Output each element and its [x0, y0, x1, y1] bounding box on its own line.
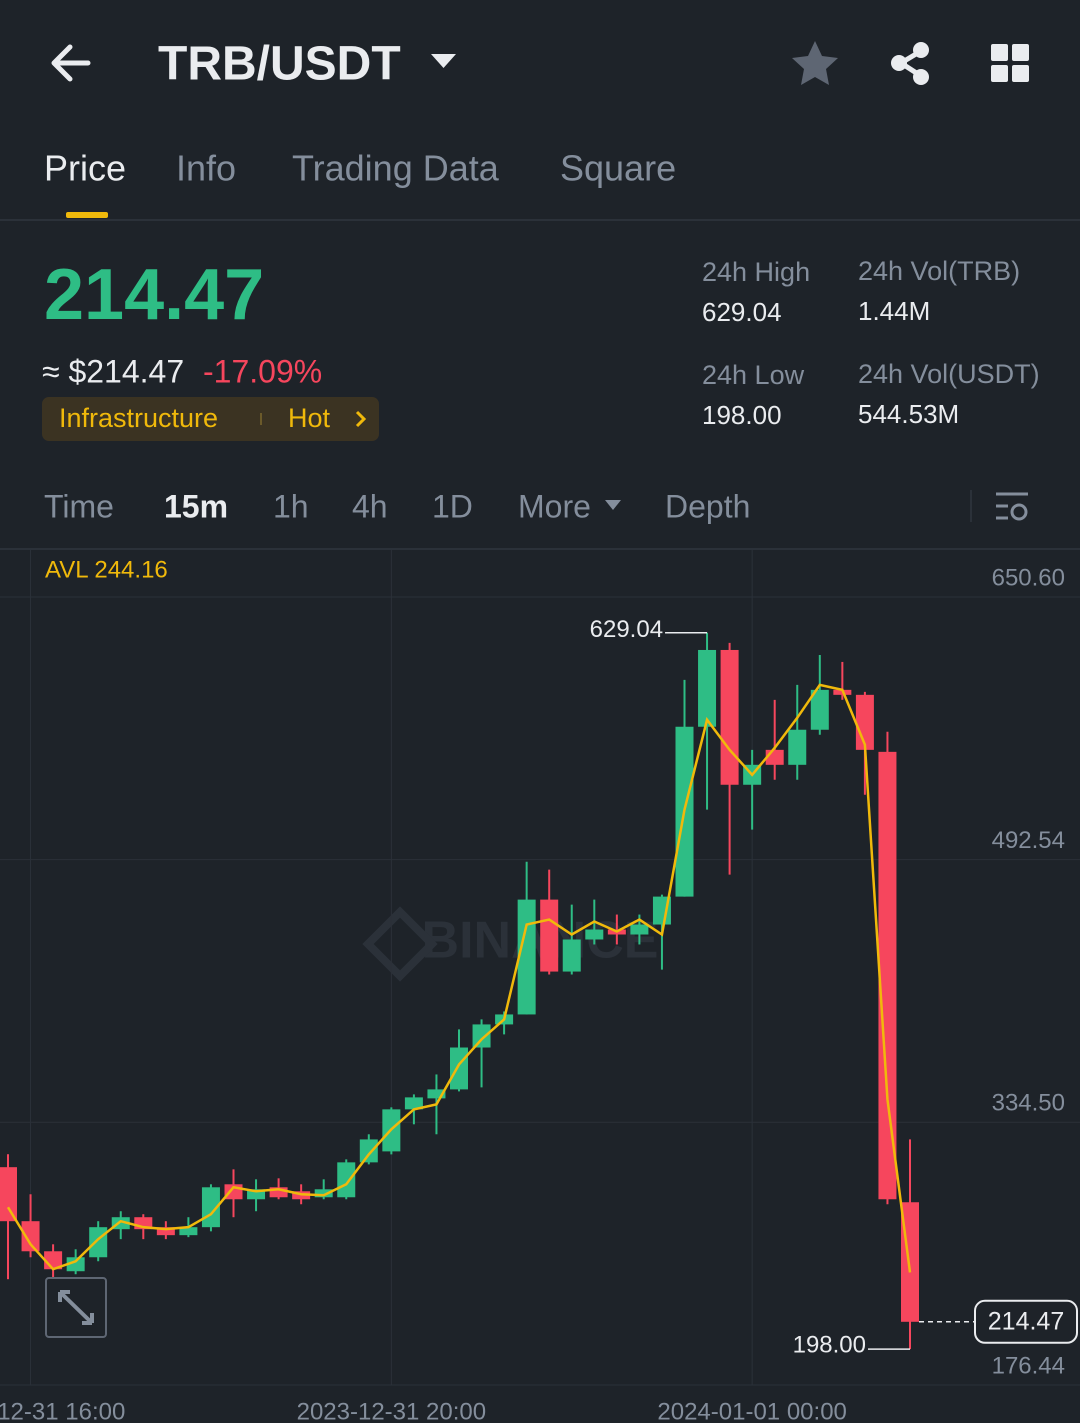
stat-value: 198.00 [702, 400, 782, 430]
tag-chevron [355, 410, 367, 428]
tab[interactable]: Price [44, 148, 126, 189]
stat-value: 544.53M [858, 399, 959, 429]
favorite-icon[interactable] [792, 41, 838, 85]
candle-body [404, 1097, 423, 1110]
interval[interactable]: More [518, 488, 591, 524]
stat-label: 24h Vol(TRB) [858, 256, 1020, 286]
avl-label: AVL 244.16 [45, 556, 168, 583]
tab-indicator [66, 212, 108, 218]
candle-body [314, 1189, 333, 1198]
x-tick-label: 2024-01-01 00:00 [657, 1398, 847, 1423]
x-tick-label: 2023-12-31 20:00 [297, 1398, 487, 1423]
candle-body [517, 899, 536, 1015]
candle-body [269, 1187, 288, 1198]
tag[interactable]: Hot [288, 403, 331, 433]
candle-body [765, 749, 784, 765]
y-tick-label: 176.44 [992, 1352, 1065, 1379]
candle-body [810, 689, 829, 730]
candle-body [788, 729, 807, 765]
interval[interactable]: 1h [273, 488, 309, 524]
tab[interactable]: Square [560, 148, 676, 189]
stat-label: 24h Vol(USDT) [858, 359, 1040, 389]
divider [970, 490, 972, 522]
candle-body [585, 929, 604, 940]
candle-body [111, 1217, 130, 1230]
y-tick-label: 334.50 [992, 1090, 1065, 1117]
y-tick-label: 492.54 [992, 827, 1065, 854]
menu-grid-icon[interactable] [991, 44, 1029, 82]
tab[interactable]: Info [176, 148, 236, 189]
candle-body [450, 1047, 468, 1090]
divider [0, 548, 1080, 550]
tag-separator [260, 413, 262, 425]
interval[interactable]: 1D [432, 488, 473, 524]
candle-body [359, 1139, 378, 1163]
tag[interactable]: Infrastructure [59, 403, 218, 433]
stat-value: 629.04 [702, 297, 782, 327]
stat-value: 1.44M [858, 296, 930, 326]
last-price-label: 214.47 [988, 1307, 1064, 1335]
low-marker-label: 198.00 [793, 1332, 866, 1359]
chart-settings-icon[interactable] [996, 492, 1028, 521]
high-marker-label: 629.04 [590, 616, 663, 643]
plot-area: 650.60 492.54 334.50 176.44 2023-12-31 16:00… [0, 550, 1080, 1423]
candle-body [66, 1257, 85, 1272]
x-tick-label: 2023-12-31 16:00 [0, 1398, 125, 1423]
candle-body [179, 1227, 198, 1236]
watermark-logo [362, 906, 438, 982]
interval[interactable]: Depth [665, 488, 750, 524]
candle-body [698, 649, 717, 727]
more-dropdown[interactable] [605, 500, 621, 510]
fiat-price: ≈ $214.47 [42, 353, 184, 389]
divider [0, 219, 1080, 221]
candle-body [720, 649, 739, 785]
price-change: -17.09% [203, 353, 322, 389]
pair-title[interactable]: TRB/USDT [158, 38, 401, 91]
expand-button[interactable] [45, 1277, 107, 1338]
candle-body [562, 939, 581, 972]
interval[interactable]: Time [44, 488, 114, 524]
last-price-box [974, 1299, 1078, 1344]
interval[interactable]: 4h [352, 488, 388, 524]
last-price: 214.47 [44, 255, 264, 335]
candle-body [878, 751, 897, 1200]
candle-body [0, 1167, 17, 1222]
candle-body [156, 1227, 175, 1236]
interval[interactable]: 15m [164, 488, 228, 524]
candle-body [472, 1024, 491, 1048]
share-icon[interactable] [891, 42, 929, 85]
candle-body [540, 899, 559, 972]
back-button[interactable] [51, 44, 91, 82]
candle-body [89, 1227, 108, 1258]
candle-body [134, 1217, 153, 1230]
candle-body [630, 924, 649, 935]
pair-dropdown[interactable] [431, 54, 456, 68]
candle-body [21, 1221, 40, 1252]
average-line [6, 683, 912, 1273]
candle-body [427, 1089, 446, 1099]
stat-label: 24h Low [702, 360, 805, 390]
tab[interactable]: Trading Data [292, 148, 500, 189]
tag-pill[interactable] [42, 397, 379, 441]
candle-body [247, 1189, 266, 1200]
stat-label: 24h High [702, 257, 810, 287]
y-tick-label: 650.60 [992, 564, 1065, 591]
candle-body [337, 1162, 356, 1198]
